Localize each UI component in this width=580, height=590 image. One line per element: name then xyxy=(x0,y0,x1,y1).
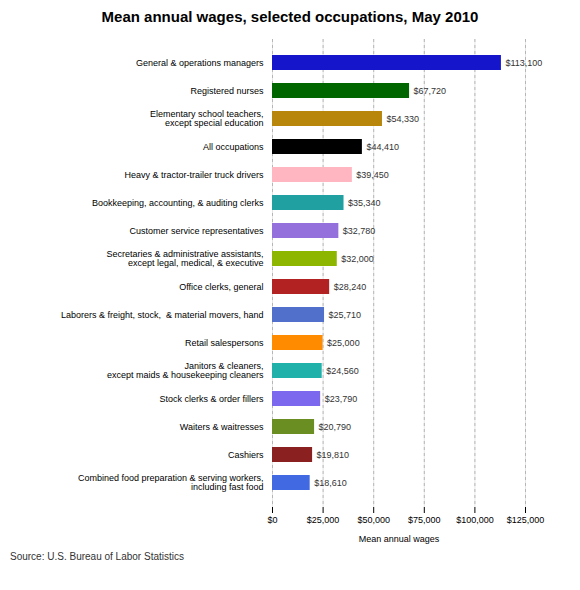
svg-text:$0: $0 xyxy=(267,515,277,525)
svg-text:$25,710: $25,710 xyxy=(329,310,362,320)
svg-text:Waiters & waitresses: Waiters & waitresses xyxy=(180,422,264,432)
svg-text:Bookkeeping, accounting, & aud: Bookkeeping, accounting, & auditing cler… xyxy=(92,198,264,208)
svg-text:Combined food preparation & se: Combined food preparation & serving work… xyxy=(78,473,264,492)
svg-text:Retail salespersons: Retail salespersons xyxy=(185,338,264,348)
svg-text:$125,000: $125,000 xyxy=(507,515,545,525)
svg-text:$19,810: $19,810 xyxy=(317,450,350,460)
svg-text:Office clerks, general: Office clerks, general xyxy=(179,282,263,292)
svg-text:$50,000: $50,000 xyxy=(357,515,390,525)
svg-text:$25,000: $25,000 xyxy=(307,515,340,525)
html-text:Source: U.S. Bureau of Labor S: Source: U.S. Bureau of Labor Statistics xyxy=(10,551,184,562)
svg-text:Registered nurses: Registered nurses xyxy=(190,86,264,96)
svg-text:Janitors & cleaners,except mai: Janitors & cleaners,except maids & house… xyxy=(107,361,264,380)
html-text:Mean annual wages, selected oc: Mean annual wages, selected occupations,… xyxy=(101,8,479,25)
svg-text:Mean annual wages: Mean annual wages xyxy=(359,534,440,544)
svg-text:Stock clerks & order fillers: Stock clerks & order fillers xyxy=(159,394,264,404)
svg-text:$18,610: $18,610 xyxy=(314,478,347,488)
svg-text:$67,720: $67,720 xyxy=(414,86,447,96)
svg-text:All occupations: All occupations xyxy=(203,142,264,152)
svg-text:$28,240: $28,240 xyxy=(334,282,367,292)
svg-text:Secretaries & administrative a: Secretaries & administrative assistants,… xyxy=(106,249,263,268)
svg-text:Cashiers: Cashiers xyxy=(228,450,264,460)
svg-text:Customer service representativ: Customer service representatives xyxy=(129,226,264,236)
svg-text:$32,780: $32,780 xyxy=(343,226,376,236)
svg-text:$54,330: $54,330 xyxy=(386,114,419,124)
svg-text:$35,340: $35,340 xyxy=(348,198,381,208)
svg-text:$44,410: $44,410 xyxy=(366,142,399,152)
svg-text:$75,000: $75,000 xyxy=(408,515,441,525)
svg-text:Elementary school teachers,exc: Elementary school teachers,except specia… xyxy=(150,109,264,128)
svg-text:$20,790: $20,790 xyxy=(319,422,352,432)
svg-text:General & operations managers: General & operations managers xyxy=(136,58,264,68)
svg-text:$100,000: $100,000 xyxy=(456,515,494,525)
svg-text:Heavy & tractor-trailer truck: Heavy & tractor-trailer truck drivers xyxy=(124,170,264,180)
svg-text:Laborers & freight, stock, &: Laborers & freight, stock, & material mo… xyxy=(61,310,264,320)
svg-text:$23,790: $23,790 xyxy=(325,394,358,404)
svg-text:$113,100: $113,100 xyxy=(505,58,542,68)
svg-text:$32,000: $32,000 xyxy=(341,254,374,264)
svg-text:$39,450: $39,450 xyxy=(356,170,389,180)
svg-text:$25,000: $25,000 xyxy=(327,338,360,348)
svg-text:$24,560: $24,560 xyxy=(326,366,359,376)
